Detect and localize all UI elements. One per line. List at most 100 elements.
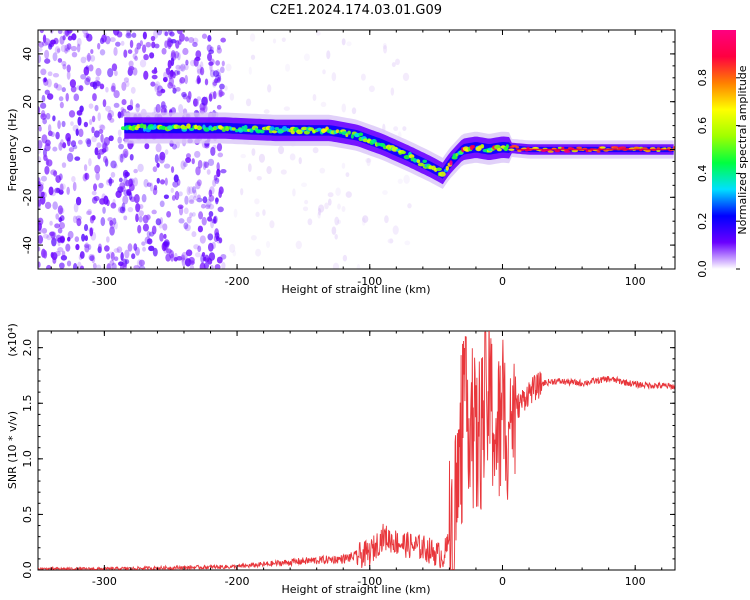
noise-speck (220, 253, 227, 260)
colorbar-tick-label: 0.4 (696, 165, 709, 183)
noise-speck (184, 195, 189, 205)
noise-speck (195, 181, 201, 190)
noise-speck (219, 66, 225, 74)
noise-speck (52, 115, 56, 122)
noise-speck (42, 34, 47, 43)
noise-speck (211, 218, 216, 224)
noise-speck (269, 220, 275, 229)
y-tick-label: -20 (21, 188, 34, 206)
noise-speck (120, 185, 126, 192)
noise-speck (99, 83, 105, 90)
y-tick-label: 0.0 (21, 561, 34, 579)
noise-speck (258, 153, 265, 163)
ridge-amplitude-blob (187, 125, 191, 129)
noise-speck (180, 254, 186, 261)
noise-speck (95, 171, 100, 181)
top-y-axis-label: Frequency (Hz) (6, 109, 19, 192)
noise-speck (214, 264, 221, 269)
noise-speck (212, 81, 218, 86)
noise-speck (212, 144, 217, 150)
noise-speck (57, 227, 63, 234)
noise-speck (193, 98, 198, 107)
noise-speck (137, 163, 144, 173)
noise-speck (207, 242, 214, 252)
noise-speck (46, 93, 54, 100)
noise-speck (137, 224, 142, 234)
noise-speck (366, 157, 371, 167)
noise-speck (150, 35, 156, 42)
noise-speck (57, 58, 63, 63)
noise-speck (184, 36, 189, 42)
noise-speck (38, 177, 41, 185)
noise-speck (133, 265, 140, 269)
noise-speck (152, 247, 158, 257)
noise-speck (118, 177, 123, 183)
noise-speck (382, 190, 388, 195)
noise-speck (38, 125, 42, 132)
ridge-amplitude-blob (645, 149, 651, 153)
noise-speck (124, 249, 130, 259)
noise-speck (41, 94, 46, 103)
noise-speck (55, 175, 62, 183)
noise-speck (327, 198, 332, 206)
ridge-amplitude-blob (371, 139, 377, 144)
noise-speck (170, 38, 177, 44)
noise-speck (341, 103, 347, 113)
noise-speck (317, 207, 322, 216)
noise-speck (89, 55, 96, 62)
noise-speck (196, 179, 202, 187)
noise-speck (89, 215, 95, 224)
noise-speck (173, 252, 178, 261)
noise-speck (178, 191, 183, 197)
noise-speck (302, 206, 309, 212)
noise-speck (395, 58, 400, 66)
noise-speck (170, 253, 175, 262)
noise-speck (205, 204, 211, 210)
noise-speck (122, 262, 127, 269)
noise-speck (94, 147, 99, 156)
noise-speck (229, 243, 236, 253)
noise-speck (134, 55, 138, 61)
noise-speck (125, 81, 130, 88)
noise-speck (83, 164, 88, 172)
noise-speck (65, 92, 69, 102)
snr-panel: -300 -200 -100 0 100 0.0 0.5 1.0 1.5 2.0 Height … (6, 323, 676, 596)
noise-speck (208, 49, 215, 54)
noise-speck (217, 89, 223, 98)
noise-speck (76, 43, 81, 53)
noise-speck (111, 63, 118, 72)
noise-speck (154, 81, 161, 91)
ridge-amplitude-blob (290, 129, 295, 135)
noise-speck (199, 235, 206, 244)
noise-speck (47, 130, 53, 137)
noise-speck (85, 54, 92, 61)
noise-speck (165, 67, 170, 73)
noise-speck (72, 124, 79, 132)
noise-speck (189, 264, 195, 269)
noise-speck (49, 231, 55, 236)
noise-speck (233, 208, 238, 218)
noise-speck (38, 183, 44, 192)
noise-speck (142, 31, 147, 40)
noise-speck (240, 188, 244, 196)
noise-speck (139, 40, 143, 47)
noise-speck (335, 187, 341, 196)
noise-speck (152, 187, 158, 196)
noise-speck (108, 251, 115, 259)
noise-speck (47, 124, 52, 133)
noise-speck (100, 133, 104, 143)
noise-speck (170, 166, 175, 174)
noise-speck (341, 38, 346, 46)
noise-speck (133, 243, 138, 251)
noise-speck (193, 57, 199, 67)
noise-speck (77, 139, 83, 145)
colorbar-tick-label: 0.6 (696, 117, 709, 135)
noise-speck (38, 235, 44, 244)
noise-speck (67, 236, 71, 242)
noise-speck (72, 215, 78, 224)
noise-speck (49, 220, 53, 226)
x-tick-label: 0 (499, 275, 506, 288)
noise-speck (41, 41, 49, 47)
x-tick-label: 100 (625, 575, 646, 588)
